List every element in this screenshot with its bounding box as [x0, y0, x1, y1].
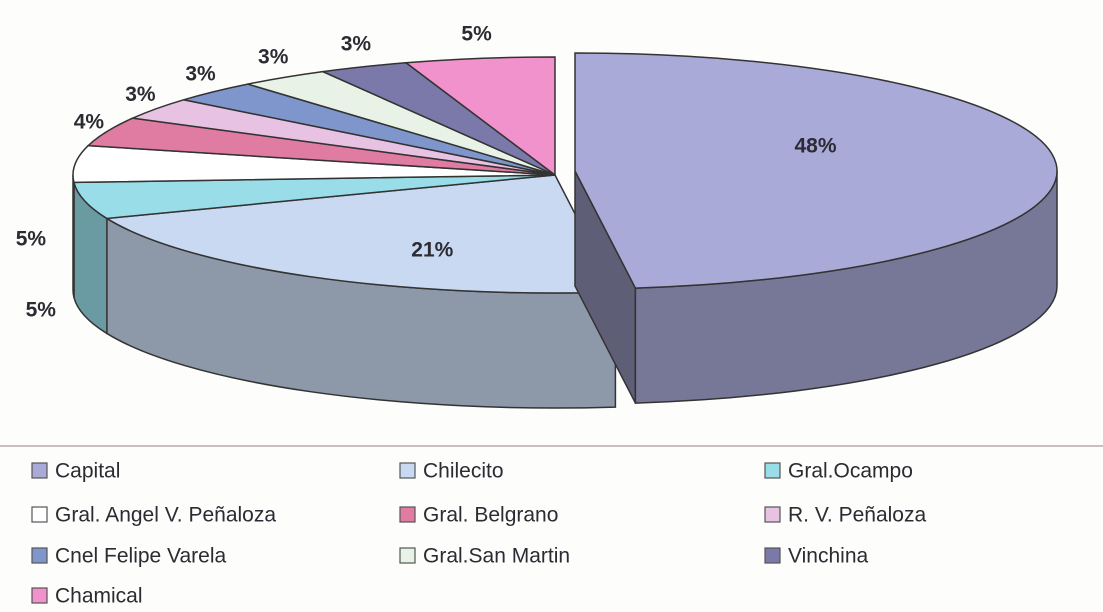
legend-swatch [764, 547, 781, 564]
legend-label: Gral. Belgrano [423, 504, 558, 527]
legend-label: Chilecito [423, 460, 504, 483]
slice [574, 52, 1058, 289]
legend-swatch [31, 587, 48, 604]
legend-label: Vinchina [788, 545, 868, 568]
legend-swatch [31, 506, 48, 523]
legend-swatch [399, 506, 416, 523]
legend-label: Gral. Angel V. Peñaloza [55, 504, 276, 527]
legend-swatch [764, 506, 781, 523]
slice [104, 174, 617, 294]
legend-swatch [399, 462, 416, 479]
data-label: 5% [16, 227, 47, 250]
legend-swatch [764, 462, 781, 479]
legend-swatch [31, 462, 48, 479]
data-label: 21% [411, 238, 453, 261]
legend-label: Gral.Ocampo [788, 460, 913, 483]
legend-label: Capital [55, 460, 120, 483]
legend-label: Cnel Felipe Varela [55, 545, 227, 568]
slice [404, 56, 556, 177]
legend-swatch [399, 547, 416, 564]
data-label: 3% [125, 83, 156, 106]
legend-label: Gral.San Martin [423, 545, 570, 568]
data-label: 3% [341, 33, 372, 56]
data-label: 3% [185, 62, 216, 85]
legend-label: R. V. Peñaloza [788, 504, 926, 527]
slice-side [72, 174, 75, 298]
data-label: 5% [461, 23, 492, 46]
data-label: 4% [74, 110, 105, 133]
legend-label: Chamical [55, 585, 143, 608]
data-label: 48% [795, 134, 837, 157]
data-label: 5% [26, 299, 57, 322]
legend-swatch [31, 547, 48, 564]
data-label: 3% [258, 45, 289, 68]
